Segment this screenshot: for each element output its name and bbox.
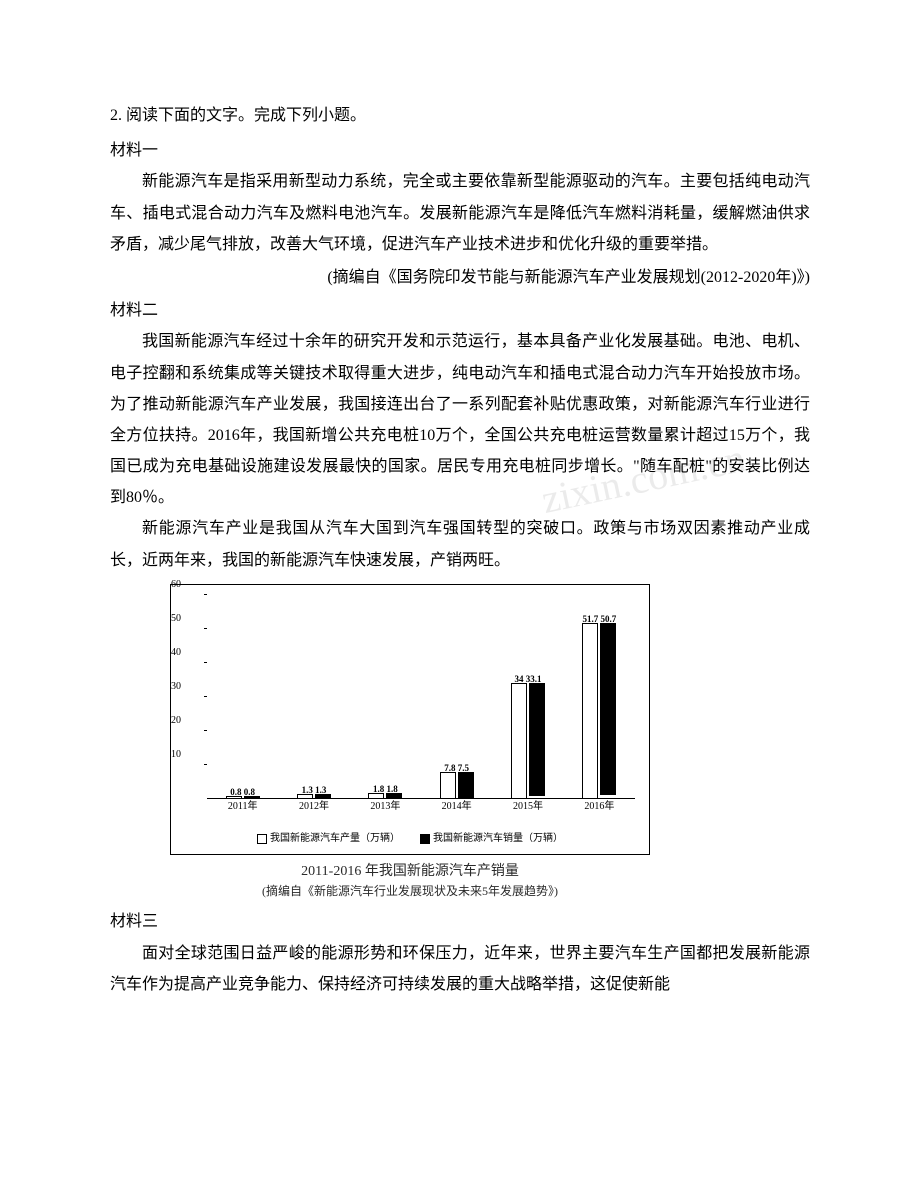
legend-label-production: 我国新能源汽车产量（万辆） [270, 829, 400, 849]
legend-swatch-solid [420, 834, 430, 844]
chart-x-label: 2012年 [299, 797, 329, 817]
chart-plot-area: 1020304050600.8 0.82011年1.3 1.32012年1.8 … [183, 595, 637, 825]
chart-x-label: 2011年 [228, 797, 258, 817]
question-number: 2. [110, 107, 122, 124]
question-prompt: 阅读下面的文字。完成下列小题。 [126, 107, 366, 124]
chart-bar-group: 51.7 50.7 [571, 623, 627, 799]
material-3-paragraph: 面对全球范围日益严峻的能源形势和环保压力，近年来，世界主要汽车生产国都把发展新能… [110, 938, 810, 1000]
chart-y-tick: 60 [159, 580, 181, 590]
material-2-paragraph-2: 新能源汽车产业是我国从汽车大国到汽车强国转型的突破口。政策与市场双因素推动产业成… [110, 513, 810, 575]
chart-subtitle: (摘编自《新能源汽车行业发展现状及未来5年发展趋势》) [170, 882, 650, 900]
chart-x-label: 2015年 [513, 797, 543, 817]
chart-bar-production [511, 683, 527, 799]
material-1-paragraph: 新能源汽车是指采用新型动力系统，完全或主要依靠新型能源驱动的汽车。主要包括纯电动… [110, 166, 810, 260]
chart-bar-production [582, 623, 598, 799]
material-1-label: 材料一 [110, 135, 810, 166]
legend-item-sales: 我国新能源汽车销量（万辆） [420, 829, 563, 849]
chart-y-tick: 10 [159, 750, 181, 760]
chart-y-tick: 40 [159, 648, 181, 658]
material-2-label: 材料二 [110, 295, 810, 326]
legend-label-sales: 我国新能源汽车销量（万辆） [433, 829, 563, 849]
chart-bar-value-label: 51.7 50.7 [582, 611, 616, 629]
chart-x-label: 2016年 [584, 797, 614, 817]
chart-y-tick: 20 [159, 716, 181, 726]
chart-bar-group: 7.8 7.5 [429, 772, 485, 799]
legend-swatch-open [257, 834, 267, 844]
chart-bar-group: 34 33.1 [500, 683, 556, 799]
chart-y-tick: 50 [159, 614, 181, 624]
material-2-paragraph-1: 我国新能源汽车经过十余年的研究开发和示范运行，基本具备产业化发展基础。电池、电机… [110, 326, 810, 513]
chart-x-label: 2013年 [370, 797, 400, 817]
chart-bar-sales [529, 683, 545, 796]
chart-title: 2011-2016 年我国新能源汽车产销量 [170, 861, 650, 882]
material-3-label: 材料三 [110, 906, 810, 937]
chart-bar-sales [600, 623, 616, 795]
chart-bar-value-label: 7.8 7.5 [444, 760, 469, 778]
legend-item-production: 我国新能源汽车产量（万辆） [257, 829, 400, 849]
chart-bar-value-label: 1.8 1.8 [373, 781, 398, 799]
chart-caption: 2011-2016 年我国新能源汽车产销量 (摘编自《新能源汽车行业发展现状及未… [170, 861, 650, 900]
bar-chart: 1020304050600.8 0.82011年1.3 1.32012年1.8 … [170, 584, 650, 856]
chart-legend: 我国新能源汽车产量（万辆） 我国新能源汽车销量（万辆） [183, 829, 637, 849]
chart-y-tick: 30 [159, 682, 181, 692]
chart-bar-value-label: 34 33.1 [515, 671, 542, 689]
material-1-source: (摘编自《国务院印发节能与新能源汽车产业发展规划(2012-2020年)》) [110, 262, 810, 293]
chart-x-label: 2014年 [442, 797, 472, 817]
